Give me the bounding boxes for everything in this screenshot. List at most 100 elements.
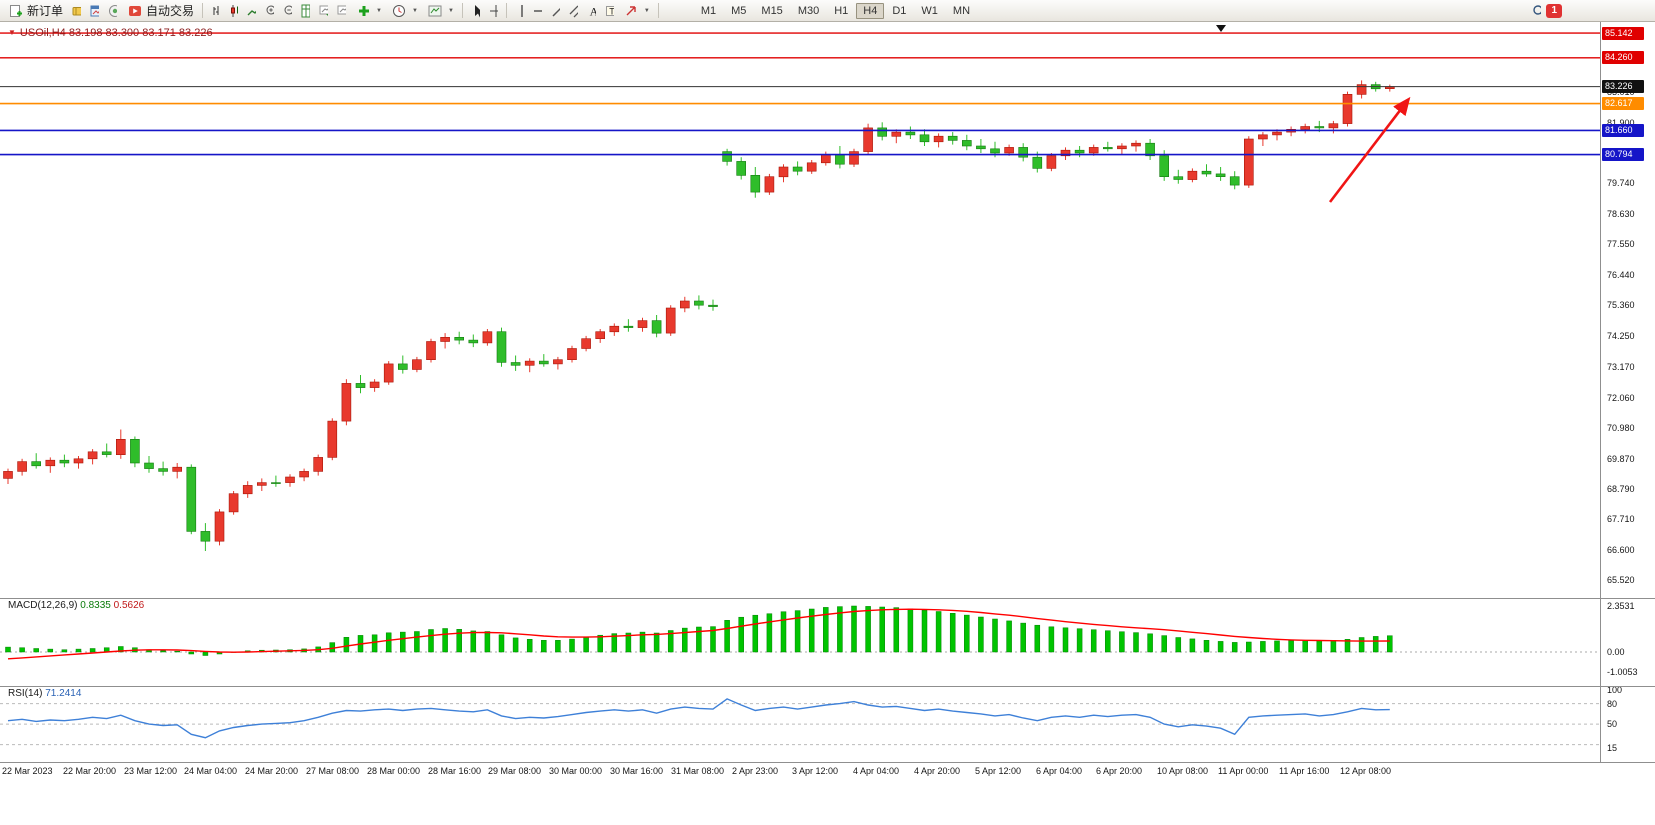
macd-value-main: 0.8335: [80, 600, 111, 611]
chart-area[interactable]: ▼ USOil,H4 83.198 83.300 83.171 83.226 MA…: [0, 22, 1600, 762]
price-level-label: 82.617: [1602, 97, 1644, 110]
auto-trading-icon: [126, 3, 143, 19]
zoom-out-icon[interactable]: [279, 3, 296, 19]
tf-button-d1[interactable]: D1: [885, 3, 913, 19]
shapes-dropdown[interactable]: ▼: [619, 1, 654, 21]
rsi-value: 71.2414: [45, 688, 82, 699]
time-axis-label: 4 Apr 20:00: [914, 766, 961, 776]
toolbar-separator: [505, 3, 507, 18]
toolbar: 新订单 自动交易 ▼: [0, 0, 1655, 22]
annotation-arrow: [1328, 96, 1411, 203]
price-level-label: 85.142: [1602, 27, 1644, 40]
text-label-icon[interactable]: T: [601, 3, 618, 19]
search-icon[interactable]: [1528, 3, 1545, 19]
price-axis-tick: 68.790: [1607, 484, 1635, 494]
rsi-name: RSI(14): [8, 688, 43, 699]
clock-icon: [391, 3, 408, 19]
time-marker-icon: [1216, 25, 1226, 32]
time-axis-label: 11 Apr 16:00: [1279, 766, 1330, 776]
price-axis-tick: 65.520: [1607, 575, 1635, 585]
text-icon[interactable]: A: [583, 3, 600, 19]
tf-button-m15[interactable]: M15: [754, 3, 789, 19]
time-axis-label: 12 Apr 08:00: [1340, 766, 1392, 776]
zoom-in-icon[interactable]: [261, 3, 278, 19]
new-order-button[interactable]: 新订单: [3, 1, 67, 21]
symbol-ohlc-text: USOil,H4 83.198 83.300 83.171 83.226: [19, 27, 213, 39]
candlestick-chart[interactable]: [0, 22, 1600, 598]
price-axis-tick: 81.900: [1607, 118, 1635, 128]
tile-windows-icon[interactable]: [297, 3, 314, 19]
svg-text:A: A: [590, 4, 596, 18]
panel-separator[interactable]: [0, 686, 1655, 687]
crosshair-icon[interactable]: [485, 3, 502, 19]
price-axis-tick: 74.250: [1607, 331, 1635, 341]
tf-button-m5[interactable]: M5: [724, 3, 753, 19]
panel-separator[interactable]: [0, 598, 1655, 599]
rsi-label: RSI(14) 71.2414: [8, 688, 81, 699]
time-axis-label: 31 Mar 08:00: [671, 766, 725, 776]
equidistant-channel-icon[interactable]: E: [565, 3, 582, 19]
price-axis-tick: 75.360: [1607, 300, 1635, 310]
chart-window-icon[interactable]: [86, 3, 103, 19]
price-axis-tick: 69.870: [1607, 454, 1635, 464]
bar-chart-icon[interactable]: [207, 3, 224, 19]
price-axis[interactable]: 83.01081.90079.74078.63077.55076.44075.3…: [1600, 22, 1655, 762]
price-level-label: 84.260: [1602, 51, 1644, 64]
time-axis[interactable]: 22 Mar 2023 22 Mar 20:00 23 Mar 12:00 24 Ma…: [0, 762, 1655, 780]
price-axis-tick: 67.710: [1607, 514, 1635, 524]
indicators-dropdown[interactable]: ▼: [351, 1, 386, 21]
price-level-label: 83.226: [1602, 80, 1644, 93]
candlestick-chart-icon[interactable]: [225, 3, 242, 19]
timeframes-dropdown[interactable]: ▼: [387, 1, 422, 21]
price-axis-tick: 78.630: [1607, 209, 1635, 219]
auto-trading-label: 自动交易: [146, 4, 195, 18]
line-chart-icon[interactable]: [243, 3, 260, 19]
market-sound-icon[interactable]: [104, 3, 121, 19]
time-axis-label: 5 Apr 12:00: [975, 766, 1022, 776]
chevron-down-icon: ▼: [411, 7, 418, 14]
tf-button-m1[interactable]: M1: [694, 3, 723, 19]
rsi-line: [7, 698, 1390, 739]
tf-button-mn[interactable]: MN: [946, 3, 977, 19]
chevron-down-icon: ▼: [643, 7, 650, 14]
price-axis-tick: 2.3531: [1607, 601, 1635, 611]
price-axis-tick: 15: [1607, 743, 1618, 753]
price-axis-tick: 66.600: [1607, 545, 1635, 555]
cursor-icon[interactable]: [467, 3, 484, 19]
chevron-down-icon: ▼: [447, 7, 454, 14]
time-axis-label: 28 Mar 00:00: [367, 766, 421, 776]
price-axis-tick: 76.440: [1607, 270, 1635, 280]
auto-scroll-icon[interactable]: [315, 3, 332, 19]
templates-dropdown[interactable]: ▼: [423, 1, 458, 21]
template-icon: [427, 3, 444, 19]
chart-shift-icon[interactable]: [333, 3, 350, 19]
new-order-icon: [7, 3, 24, 19]
rsi-panel[interactable]: [0, 686, 1600, 762]
svg-text:T: T: [609, 6, 614, 16]
indicators-plus-icon: [355, 3, 372, 19]
macd-histogram: [5, 605, 1393, 656]
tf-button-h1[interactable]: H1: [827, 3, 855, 19]
tf-button-w1[interactable]: W1: [914, 3, 945, 19]
toolbar-separator: [461, 3, 463, 18]
time-axis-label: 4 Apr 04:00: [853, 766, 900, 776]
macd-value-signal: 0.5626: [113, 600, 145, 611]
notification-badge[interactable]: 1: [1546, 3, 1562, 18]
tf-button-m30[interactable]: M30: [791, 3, 826, 19]
tf-button-h4[interactable]: H4: [856, 2, 885, 19]
price-axis-tick: 79.740: [1607, 178, 1635, 188]
price-axis-tick: 73.170: [1607, 362, 1635, 372]
horizontal-line-icon[interactable]: [529, 3, 546, 19]
macd-panel[interactable]: [0, 598, 1600, 686]
toolbar-separator: [202, 3, 204, 18]
arrow-shapes-icon: [623, 3, 640, 19]
auto-trading-button[interactable]: 自动交易: [122, 1, 198, 21]
vertical-line-icon[interactable]: [511, 3, 528, 19]
price-level-label: 81.660: [1602, 124, 1644, 137]
time-axis-label: 27 Mar 08:00: [306, 766, 360, 776]
price-axis-tick: 80: [1607, 699, 1618, 709]
time-axis-label: 22 Mar 2023: [2, 766, 53, 776]
trendline-icon[interactable]: [547, 3, 564, 19]
trade-ticket-icon[interactable]: [68, 3, 85, 19]
toolbar-separator: [657, 3, 659, 18]
